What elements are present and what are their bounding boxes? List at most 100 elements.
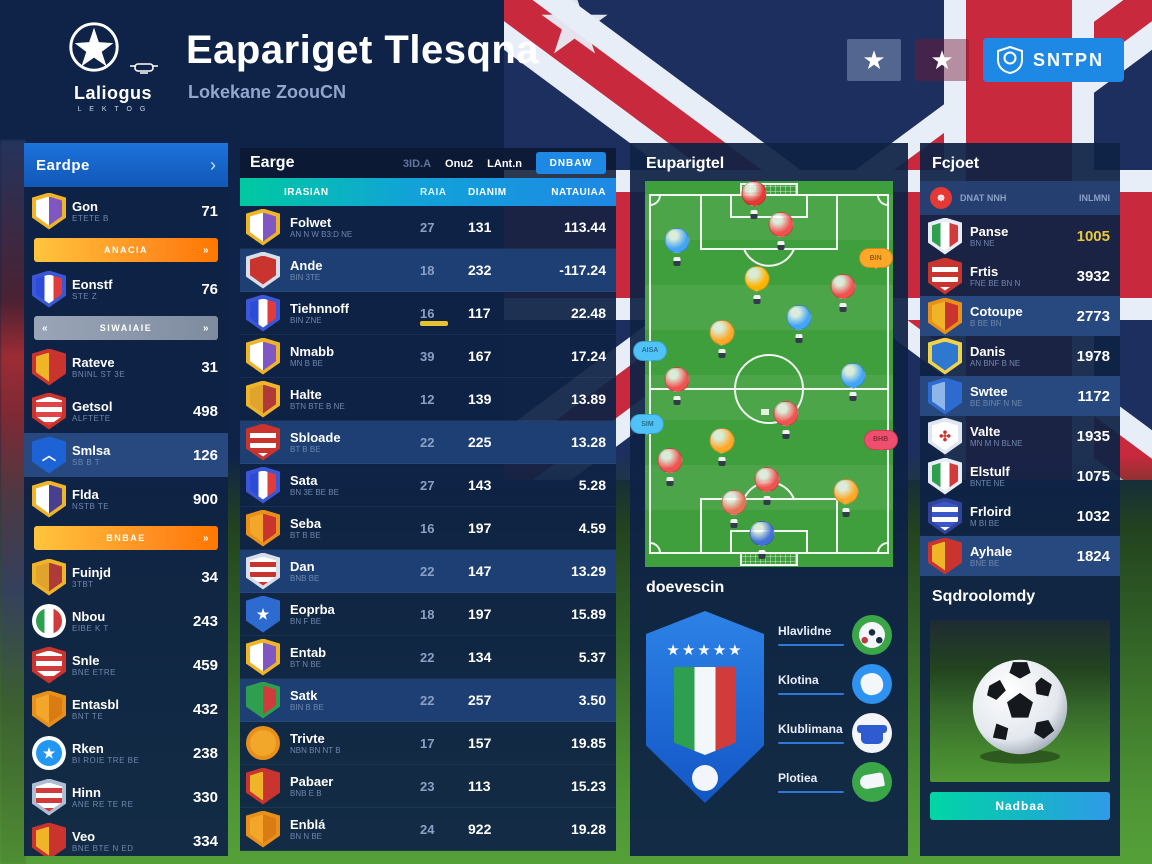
team-subtitle: BNB E B bbox=[290, 788, 322, 798]
sidebar-team-row[interactable]: ︿ Smlsa SB B T 126 bbox=[24, 433, 228, 477]
team-subtitle: BNTE NE bbox=[970, 478, 1005, 488]
right-header-value-label: INLMNI bbox=[1079, 193, 1110, 203]
right-team-row[interactable]: Elstulf BNTE NE 1075 bbox=[920, 456, 1120, 496]
table-row[interactable]: Satk BIN B BE 22 257 3.50 bbox=[240, 679, 616, 722]
right-header-label: DNAT NNH bbox=[960, 193, 1007, 203]
right-team-row[interactable]: Swtee BE BINF N NE 1172 bbox=[920, 376, 1120, 416]
team-subtitle: BNE BTE N ED bbox=[72, 843, 134, 853]
stat-rating: 15.89 bbox=[570, 606, 606, 622]
column-header-1: RAIA bbox=[420, 186, 447, 198]
table-row[interactable]: Ande BIN 3TE 18 232 -117.24 bbox=[240, 249, 616, 292]
stat-rating: 19.28 bbox=[570, 821, 606, 837]
table-row[interactable]: ★ Eoprba BN F BE 18 197 15.89 bbox=[240, 593, 616, 636]
player-marker bbox=[786, 304, 812, 343]
table-row[interactable]: Nmabb MN B BE 39 167 17.24 bbox=[240, 335, 616, 378]
team-name: Entasbl bbox=[72, 696, 119, 712]
team-name: Entab bbox=[290, 644, 327, 660]
stat-rating: 22.48 bbox=[570, 305, 606, 321]
promo-action-button[interactable]: Nadbaa bbox=[930, 792, 1110, 820]
team-crest-icon bbox=[928, 377, 962, 415]
table-row[interactable]: Enblá BN N BE 24 922 19.28 bbox=[240, 808, 616, 851]
team-subtitle: BNE ETRE bbox=[72, 667, 117, 677]
sidebar-team-row[interactable]: Gon ETETE B 71 bbox=[24, 189, 228, 233]
sidebar-promo-banner[interactable]: ANACIA » bbox=[34, 238, 218, 262]
sidebar-promo-banner[interactable]: « SIWAIAIE » bbox=[34, 316, 218, 340]
team-name: Trivte bbox=[290, 730, 325, 746]
table-row[interactable]: Sata BN 3E BE BE 27 143 5.28 bbox=[240, 464, 616, 507]
right-team-row[interactable]: Ayhale BNE BE 1824 bbox=[920, 536, 1120, 576]
table-row[interactable]: Dan BNB BE 22 147 13.29 bbox=[240, 550, 616, 593]
sidebar-promo-banner[interactable]: BNBAE » bbox=[34, 526, 218, 550]
header-cta-button[interactable]: SNTPN bbox=[982, 38, 1124, 82]
team-name: Valte bbox=[970, 423, 1001, 439]
sidebar-team-row[interactable]: Rateve BNINL ST 3E 31 bbox=[24, 345, 228, 389]
sidebar-title: Eardpe bbox=[36, 156, 90, 174]
team-name: Seba bbox=[290, 515, 322, 531]
table-row[interactable]: Pabaer BNB E B 23 113 15.23 bbox=[240, 765, 616, 808]
ball-icon[interactable] bbox=[852, 615, 892, 655]
table-row[interactable]: Tiehnnoff BIN ZNE 16 117 22.48 bbox=[240, 292, 616, 335]
page-title: Eapariget Tlesqna bbox=[186, 28, 540, 72]
sidebar-team-row[interactable]: Entasbl BNT TE 432 bbox=[24, 687, 228, 731]
stat-games: 39 bbox=[420, 348, 435, 364]
sidebar-team-row[interactable]: Eonstf STE Z 76 bbox=[24, 267, 228, 311]
team-name: Frloird bbox=[970, 503, 1012, 519]
club-link-row[interactable]: Klublimana bbox=[778, 713, 892, 753]
chevron-right-icon: » bbox=[202, 244, 210, 256]
club-link-row[interactable]: Hlavlidne bbox=[778, 615, 892, 655]
right-team-row[interactable]: ✣ Valte MN M N BLNE 1935 bbox=[920, 416, 1120, 456]
sidebar-header[interactable]: Eardpe › bbox=[24, 143, 228, 187]
right-team-row[interactable]: Frloird M BI BE 1032 bbox=[920, 496, 1120, 536]
sidebar-team-row[interactable]: Hinn ANE RE TE RE 330 bbox=[24, 775, 228, 819]
table-tab[interactable]: Onu2 bbox=[445, 158, 474, 170]
favorite-star-button-1[interactable]: ★ bbox=[846, 39, 901, 81]
favorite-star-button-2[interactable]: ★ bbox=[914, 39, 969, 81]
team-crest-icon bbox=[246, 509, 280, 547]
table-row[interactable]: Trivte NBN BN NT B 17 157 19.85 bbox=[240, 722, 616, 765]
team-crest-icon bbox=[246, 767, 280, 805]
stat-points: 131 bbox=[468, 219, 492, 235]
right-team-row[interactable]: Frtis FNE BE BN N 3932 bbox=[920, 256, 1120, 296]
sidebar-team-row[interactable]: Veo BNE BTE N ED 334 bbox=[24, 819, 228, 856]
promo-image-card[interactable] bbox=[930, 620, 1110, 782]
sidebar-team-row[interactable]: Fuinjd 3TBT 34 bbox=[24, 555, 228, 599]
player-marker bbox=[744, 266, 770, 305]
stat-points: 157 bbox=[468, 735, 492, 751]
team-subtitle: SB B T bbox=[72, 457, 101, 467]
team-crest-icon bbox=[246, 294, 280, 332]
stat-games: 18 bbox=[420, 262, 435, 278]
right-team-row[interactable]: Panse BN NE 1005 bbox=[920, 216, 1120, 256]
shield-icon bbox=[996, 46, 1023, 74]
stat-games: 22 bbox=[420, 649, 435, 665]
table-tab[interactable]: LAnt.n bbox=[487, 158, 522, 170]
table-row[interactable]: Entab BT N BE 22 134 5.37 bbox=[240, 636, 616, 679]
sidebar-team-row[interactable]: Getsol ALFTETE 498 bbox=[24, 389, 228, 433]
team-crest-icon bbox=[32, 392, 66, 430]
boot-icon[interactable] bbox=[852, 762, 892, 802]
team-crest-icon bbox=[32, 480, 66, 518]
table-row[interactable]: Sbloade BT B BE 22 225 13.28 bbox=[240, 421, 616, 464]
club-link-row[interactable]: Klotina bbox=[778, 664, 892, 704]
promo-title: Sqdroolomdy bbox=[932, 588, 1036, 605]
team-crest-icon bbox=[928, 537, 962, 575]
team-crest-icon bbox=[246, 638, 280, 676]
right-team-row[interactable]: Cotoupe B BE BN 2773 bbox=[920, 296, 1120, 336]
right-team-row[interactable]: Danis AN BNF B NE 1978 bbox=[920, 336, 1120, 376]
table-tab[interactable]: 3ID.A bbox=[402, 158, 432, 170]
sidebar-team-row[interactable]: Snle BNE ETRE 459 bbox=[24, 643, 228, 687]
club-link-row[interactable]: Plotiea bbox=[778, 762, 892, 802]
table-row[interactable]: Folwet AN N W B3:D NE 27 131 113.44 bbox=[240, 206, 616, 249]
sidebar-team-row[interactable]: ★ Rken BI ROIE TRE BE 238 bbox=[24, 731, 228, 775]
hand-icon[interactable] bbox=[852, 664, 892, 704]
table-row[interactable]: Halte BTN BTE B NE 12 139 13.89 bbox=[240, 378, 616, 421]
table-row[interactable]: Seba BT B BE 16 197 4.59 bbox=[240, 507, 616, 550]
stat-games: 18 bbox=[420, 606, 435, 622]
shirt-icon[interactable] bbox=[852, 713, 892, 753]
team-name: Panse bbox=[970, 223, 1009, 239]
table-filter-button[interactable]: DNBAW bbox=[536, 152, 606, 174]
team-subtitle: STE Z bbox=[72, 291, 98, 301]
stat-rating: 5.28 bbox=[578, 477, 606, 493]
sidebar-team-row[interactable]: Nbou EIBE K T 243 bbox=[24, 599, 228, 643]
formation-title: Euparigtel bbox=[646, 155, 725, 172]
sidebar-team-row[interactable]: Flda NSTB TE 900 bbox=[24, 477, 228, 521]
